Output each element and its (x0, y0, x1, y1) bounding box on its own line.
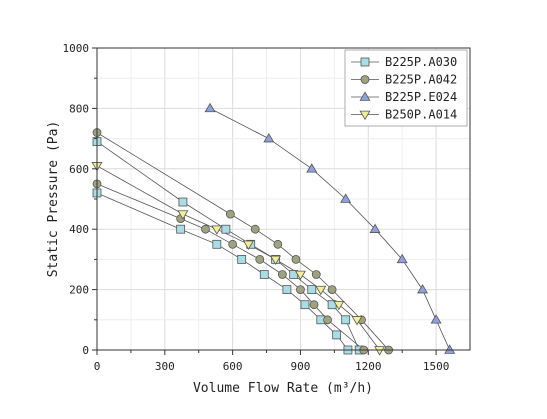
data-point (332, 330, 342, 340)
legend-label: B225P.E024 (385, 90, 457, 104)
data-point (242, 240, 254, 250)
data-point (255, 254, 265, 264)
x-tick-label: 0 (94, 360, 101, 373)
data-point (369, 223, 381, 233)
x-tick-label: 1500 (423, 360, 450, 373)
y-tick-label: 800 (69, 102, 89, 115)
data-point (263, 133, 275, 143)
x-tick-label: 600 (223, 360, 243, 373)
data-point (374, 346, 386, 356)
data-point (212, 239, 222, 249)
series-markers (91, 102, 456, 356)
legend-marker (359, 110, 371, 121)
data-point (291, 254, 301, 264)
data-point (417, 284, 429, 294)
axis-ticks: 0 300 600 900 1200 1500 0 200 400 600 800 1000 (63, 42, 450, 373)
data-point (225, 209, 235, 219)
y-tick-label: 200 (69, 284, 89, 297)
data-point (351, 316, 363, 326)
data-point (396, 253, 408, 264)
y-tick-label: 400 (69, 223, 89, 236)
series-line (96, 141, 360, 351)
series-line (96, 165, 380, 351)
legend-marker (359, 91, 371, 101)
legend-marker (360, 75, 370, 84)
data-point (201, 224, 210, 234)
y-tick-label: 1000 (63, 42, 90, 55)
data-point (176, 224, 186, 234)
x-axis-title: Volume Flow Rate (m³/h) (193, 381, 373, 396)
y-tick-label: 600 (69, 163, 89, 176)
x-tick-label: 300 (155, 360, 175, 373)
data-point (444, 344, 456, 354)
data-point (296, 285, 305, 295)
data-point (211, 225, 223, 235)
data-point (273, 239, 283, 249)
data-point (228, 239, 238, 249)
data-point (250, 224, 260, 234)
data-point (221, 224, 231, 234)
data-point (270, 255, 282, 265)
series-line (96, 192, 349, 351)
data-point (294, 270, 306, 281)
legend: B225P.A030 B225P.A042 B225P.E024 B250P.A014 (344, 49, 468, 127)
legend-marker (360, 57, 370, 67)
data-point (282, 285, 292, 295)
data-point (306, 163, 318, 173)
data-point (204, 102, 216, 113)
x-tick-label: 900 (291, 360, 311, 373)
data-point (340, 193, 352, 203)
data-point (178, 197, 188, 207)
data-point (177, 210, 189, 220)
data-point (430, 314, 442, 324)
x-tick-label: 1200 (355, 360, 382, 373)
data-point (309, 300, 319, 310)
data-point (323, 315, 332, 325)
y-axis-title: Static Pressure (Pa) (46, 121, 61, 278)
series-line (96, 183, 365, 351)
data-point (237, 254, 247, 264)
legend-label: B225P.A030 (385, 55, 457, 69)
data-point (311, 270, 321, 279)
legend-label: B250P.A014 (385, 108, 457, 122)
data-point (277, 270, 287, 279)
data-point (341, 315, 351, 325)
data-point (300, 300, 310, 310)
data-point (327, 285, 337, 295)
grid-lines (97, 47, 470, 350)
legend-label: B225P.A042 (385, 73, 457, 87)
data-point (333, 300, 345, 311)
data-point (315, 285, 327, 296)
y-tick-label: 0 (82, 344, 89, 357)
data-point (307, 285, 317, 295)
data-point (259, 270, 269, 279)
